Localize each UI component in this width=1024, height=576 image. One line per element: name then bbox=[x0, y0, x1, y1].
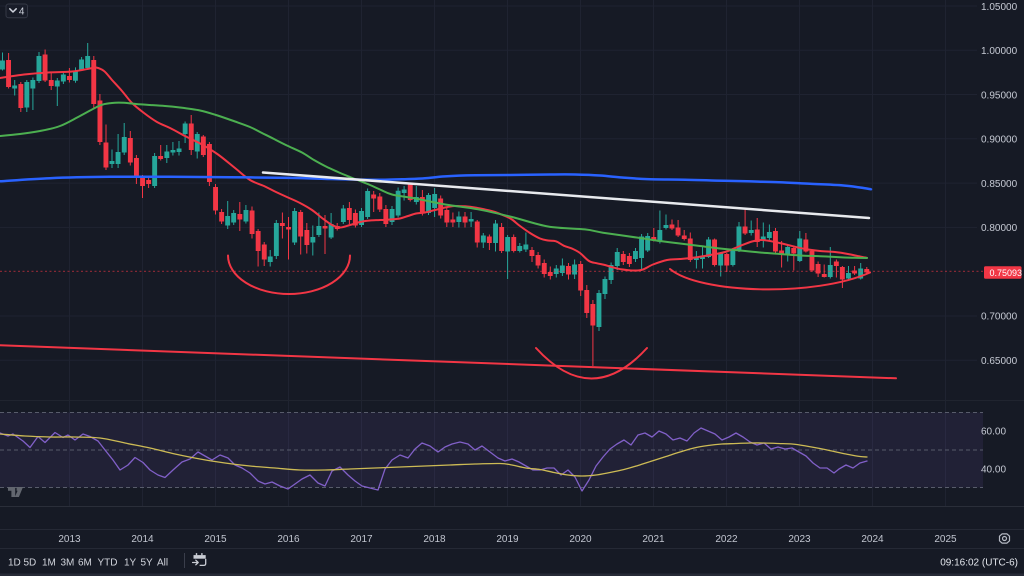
svg-text:6M: 6M bbox=[78, 558, 92, 569]
svg-text:0.90000: 0.90000 bbox=[981, 135, 1018, 146]
svg-text:2021: 2021 bbox=[642, 534, 665, 545]
svg-text:1M: 1M bbox=[42, 558, 56, 569]
svg-text:3M: 3M bbox=[61, 558, 75, 569]
svg-text:2018: 2018 bbox=[423, 534, 446, 545]
svg-text:1D: 1D bbox=[8, 558, 21, 569]
svg-text:2017: 2017 bbox=[350, 534, 373, 545]
svg-text:0.80000: 0.80000 bbox=[981, 223, 1018, 234]
svg-text:5D: 5D bbox=[24, 558, 37, 569]
svg-text:1.05000: 1.05000 bbox=[981, 2, 1018, 13]
svg-text:YTD: YTD bbox=[98, 558, 118, 569]
svg-text:60.00: 60.00 bbox=[981, 427, 1006, 438]
svg-text:2019: 2019 bbox=[496, 534, 519, 545]
svg-text:0.85000: 0.85000 bbox=[981, 179, 1018, 190]
svg-text:5Y: 5Y bbox=[141, 558, 154, 569]
svg-text:40.00: 40.00 bbox=[981, 465, 1006, 476]
svg-text:All: All bbox=[157, 558, 168, 569]
svg-text:0.65000: 0.65000 bbox=[981, 356, 1018, 367]
svg-text:0.95000: 0.95000 bbox=[981, 90, 1018, 101]
svg-text:2024: 2024 bbox=[861, 534, 884, 545]
svg-text:2020: 2020 bbox=[569, 534, 592, 545]
svg-text:1.00000: 1.00000 bbox=[981, 46, 1018, 57]
svg-text:2023: 2023 bbox=[788, 534, 811, 545]
svg-text:2016: 2016 bbox=[277, 534, 300, 545]
svg-text:09:16:02 (UTC-6): 09:16:02 (UTC-6) bbox=[940, 558, 1018, 569]
svg-text:2025: 2025 bbox=[934, 534, 957, 545]
svg-text:2022: 2022 bbox=[715, 534, 738, 545]
svg-text:0.75093: 0.75093 bbox=[990, 268, 1023, 278]
svg-text:0.70000: 0.70000 bbox=[981, 312, 1018, 323]
svg-text:2015: 2015 bbox=[204, 534, 227, 545]
svg-text:4: 4 bbox=[19, 6, 25, 17]
svg-text:2014: 2014 bbox=[131, 534, 154, 545]
svg-text:1Y: 1Y bbox=[124, 558, 137, 569]
svg-text:2013: 2013 bbox=[58, 534, 81, 545]
